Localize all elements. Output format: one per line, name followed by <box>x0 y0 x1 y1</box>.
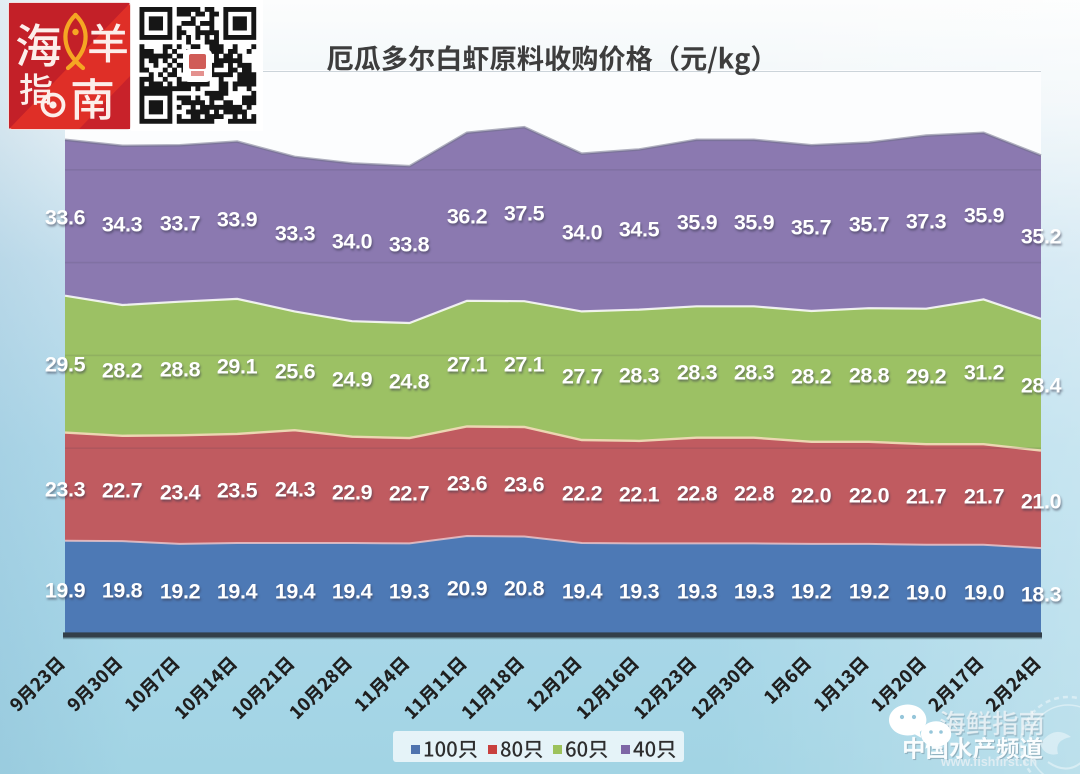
svg-text:www.fishfirst.cn: www.fishfirst.cn <box>940 755 1037 769</box>
